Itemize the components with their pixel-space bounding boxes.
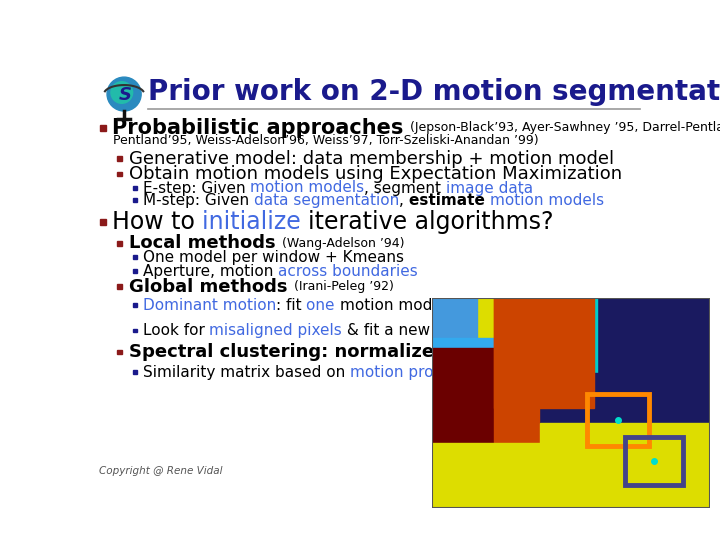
Bar <box>625 437 683 485</box>
Text: (Irani-Peleg ’92): (Irani-Peleg ’92) <box>294 280 393 293</box>
Text: Similarity matrix based on: Similarity matrix based on <box>143 364 350 380</box>
Bar <box>494 298 594 408</box>
Bar <box>432 298 477 358</box>
Text: Global methods: Global methods <box>129 278 294 295</box>
Bar <box>432 348 497 448</box>
Text: S: S <box>118 86 131 104</box>
Text: misaligned pixels: misaligned pixels <box>210 323 342 338</box>
Text: : fit: : fit <box>276 298 307 313</box>
Text: estimate: estimate <box>409 193 490 208</box>
Text: motion models: motion models <box>490 193 604 208</box>
Bar <box>540 423 710 508</box>
Bar <box>432 338 497 368</box>
Text: E-step: Given: E-step: Given <box>143 180 251 195</box>
Text: Spectral clustering: normalized cuts: Spectral clustering: normalized cuts <box>129 343 502 361</box>
Text: one: one <box>307 298 340 313</box>
Text: , segment: , segment <box>364 180 446 195</box>
Text: How to: How to <box>112 210 202 234</box>
Text: iterative algorithms?: iterative algorithms? <box>308 210 554 234</box>
Text: motion models: motion models <box>251 180 364 195</box>
Text: Probabilistic approaches: Probabilistic approaches <box>112 118 410 138</box>
Bar <box>133 186 137 190</box>
Bar <box>587 394 649 446</box>
Text: Dominant motion: Dominant motion <box>143 298 276 313</box>
Text: (Jepson-Black’93, Ayer-Sawhney ’95, Darrel-Pentland’95, Weiss-Adelson’96, Weiss’: (Jepson-Black’93, Ayer-Sawhney ’95, Darr… <box>410 122 720 134</box>
Text: (Shi-Malik ’98): (Shi-Malik ’98) <box>502 346 592 359</box>
Bar <box>133 370 137 374</box>
Text: all pixels: all pixels <box>471 298 538 313</box>
Text: across boundaries: across boundaries <box>278 264 418 279</box>
Bar <box>432 448 494 508</box>
Bar <box>512 373 710 433</box>
Text: One model per window + Kmeans: One model per window + Kmeans <box>143 250 404 265</box>
Text: Look for: Look for <box>143 323 210 338</box>
Text: (Wang-Adelson ’94): (Wang-Adelson ’94) <box>282 237 404 250</box>
Text: ,: , <box>399 193 409 208</box>
Bar <box>133 255 137 259</box>
Bar <box>133 328 137 333</box>
Bar <box>497 298 597 383</box>
Text: & fit a new model to them: & fit a new model to them <box>342 323 548 338</box>
Text: motion model to: motion model to <box>340 298 471 313</box>
Bar <box>512 298 710 398</box>
Text: Local methods: Local methods <box>129 234 282 252</box>
Text: initialize: initialize <box>202 210 308 234</box>
Text: image data: image data <box>446 180 534 195</box>
Bar <box>494 298 539 508</box>
Text: Pentland’95, Weiss-Adelson’96, Weiss’97, Torr-Szeliski-Anandan ’99): Pentland’95, Weiss-Adelson’96, Weiss’97,… <box>113 134 539 147</box>
Bar <box>133 303 137 307</box>
Text: Obtain motion models using Expectation Maximization: Obtain motion models using Expectation M… <box>129 165 622 183</box>
Text: Prior work on 2-D motion segmentation: Prior work on 2-D motion segmentation <box>148 78 720 106</box>
Circle shape <box>111 82 132 103</box>
Bar <box>133 198 137 202</box>
Bar <box>117 284 122 289</box>
Bar <box>117 350 122 354</box>
Text: Aperture, motion: Aperture, motion <box>143 264 278 279</box>
Text: 39: 39 <box>619 462 639 476</box>
Text: Copyright @ Rene Vidal: Copyright @ Rene Vidal <box>99 466 222 476</box>
Text: M-step: Given: M-step: Given <box>143 193 253 208</box>
Text: Generative model: data membership + motion model: Generative model: data membership + moti… <box>129 150 614 168</box>
Text: motion profile: motion profile <box>350 364 456 380</box>
Bar <box>117 157 122 161</box>
Text: data segmentation: data segmentation <box>253 193 399 208</box>
Circle shape <box>107 77 141 111</box>
Bar <box>117 172 122 177</box>
Bar <box>100 125 107 131</box>
Bar <box>100 219 107 225</box>
Bar <box>117 241 122 246</box>
Bar <box>133 269 137 273</box>
Bar <box>432 443 710 508</box>
